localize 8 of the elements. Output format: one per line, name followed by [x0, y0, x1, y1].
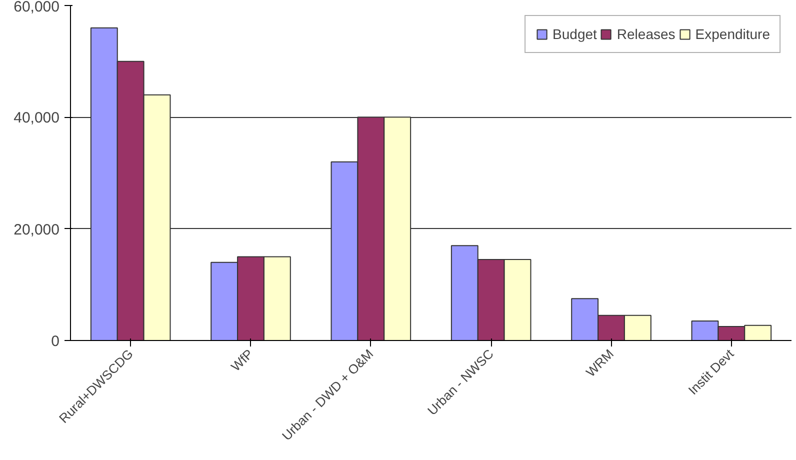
legend-label: Budget [552, 26, 597, 42]
y-tick-label: 60,000 [14, 0, 60, 16]
y-tick-label: 40,000 [14, 110, 60, 127]
y-tick-label: 0 [51, 333, 60, 350]
x-tick-label: WfP [228, 346, 256, 374]
legend-label: Releases [616, 26, 676, 42]
legend-label: Expenditure [695, 26, 770, 42]
y-tick-label: 20,000 [14, 221, 60, 238]
